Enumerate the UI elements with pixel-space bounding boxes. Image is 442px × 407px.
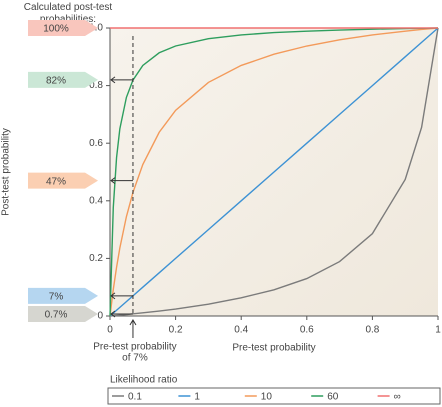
y-tick-label: 0.2 (89, 253, 103, 264)
callout-label: 82% (46, 75, 66, 86)
series-line (109, 27, 439, 317)
callout-box (28, 287, 98, 304)
pretest-arrow (129, 319, 137, 338)
pretest-label: of 7% (122, 353, 148, 364)
legend-label: 1 (194, 392, 200, 403)
legend-box (107, 387, 441, 405)
callout-label: 7% (49, 291, 64, 302)
series-line (109, 27, 439, 317)
callout-arrow (110, 76, 133, 84)
callout-arrow (110, 292, 133, 300)
x-tick-label: 1 (435, 325, 441, 336)
legend-label: 60 (327, 392, 339, 403)
y-axis-label: Post-test probability (1, 128, 12, 216)
x-axis-label: Pre-test probability (232, 343, 315, 354)
callout-box (28, 172, 98, 189)
x-tick-label: 0.4 (234, 325, 248, 336)
callout: 100% (28, 20, 98, 36)
callout-title: Calculated post-test probabilities: (24, 2, 113, 25)
callout-box (28, 20, 98, 36)
pretest-label: Pre-test probability (93, 342, 176, 353)
callout-label: 100% (43, 24, 69, 35)
callout-box (28, 305, 98, 322)
callout: 82% (28, 71, 98, 88)
title-line: Calculated post-test (24, 2, 113, 13)
y-tick-label: 0.4 (89, 195, 103, 206)
legend-title: Likelihood ratio (110, 375, 178, 386)
callout: 47% (28, 172, 98, 189)
y-tick-label: 0.6 (89, 138, 103, 149)
x-tick-label: 0.8 (365, 325, 379, 336)
legend-label: 0.1 (128, 392, 142, 403)
callout: 7% (28, 287, 98, 304)
title-line: probabilities: (40, 14, 96, 25)
legend-label: 10 (261, 392, 273, 403)
callout-arrow (110, 177, 133, 185)
callout-box (28, 71, 98, 88)
callout-label: 0.7% (45, 310, 68, 321)
series-line (109, 27, 439, 317)
series-line (109, 27, 439, 317)
callout-label: 47% (46, 176, 66, 187)
x-tick-label: 0.2 (169, 325, 183, 336)
y-tick-label: 0.8 (89, 80, 103, 91)
callout: 0.7% (28, 305, 98, 322)
callout-arrow (110, 310, 133, 318)
x-tick-label: 0 (107, 325, 113, 336)
x-tick-label: 0.6 (300, 325, 314, 336)
legend-label: ∞ (394, 392, 401, 403)
y-tick-label: 0 (97, 311, 103, 322)
